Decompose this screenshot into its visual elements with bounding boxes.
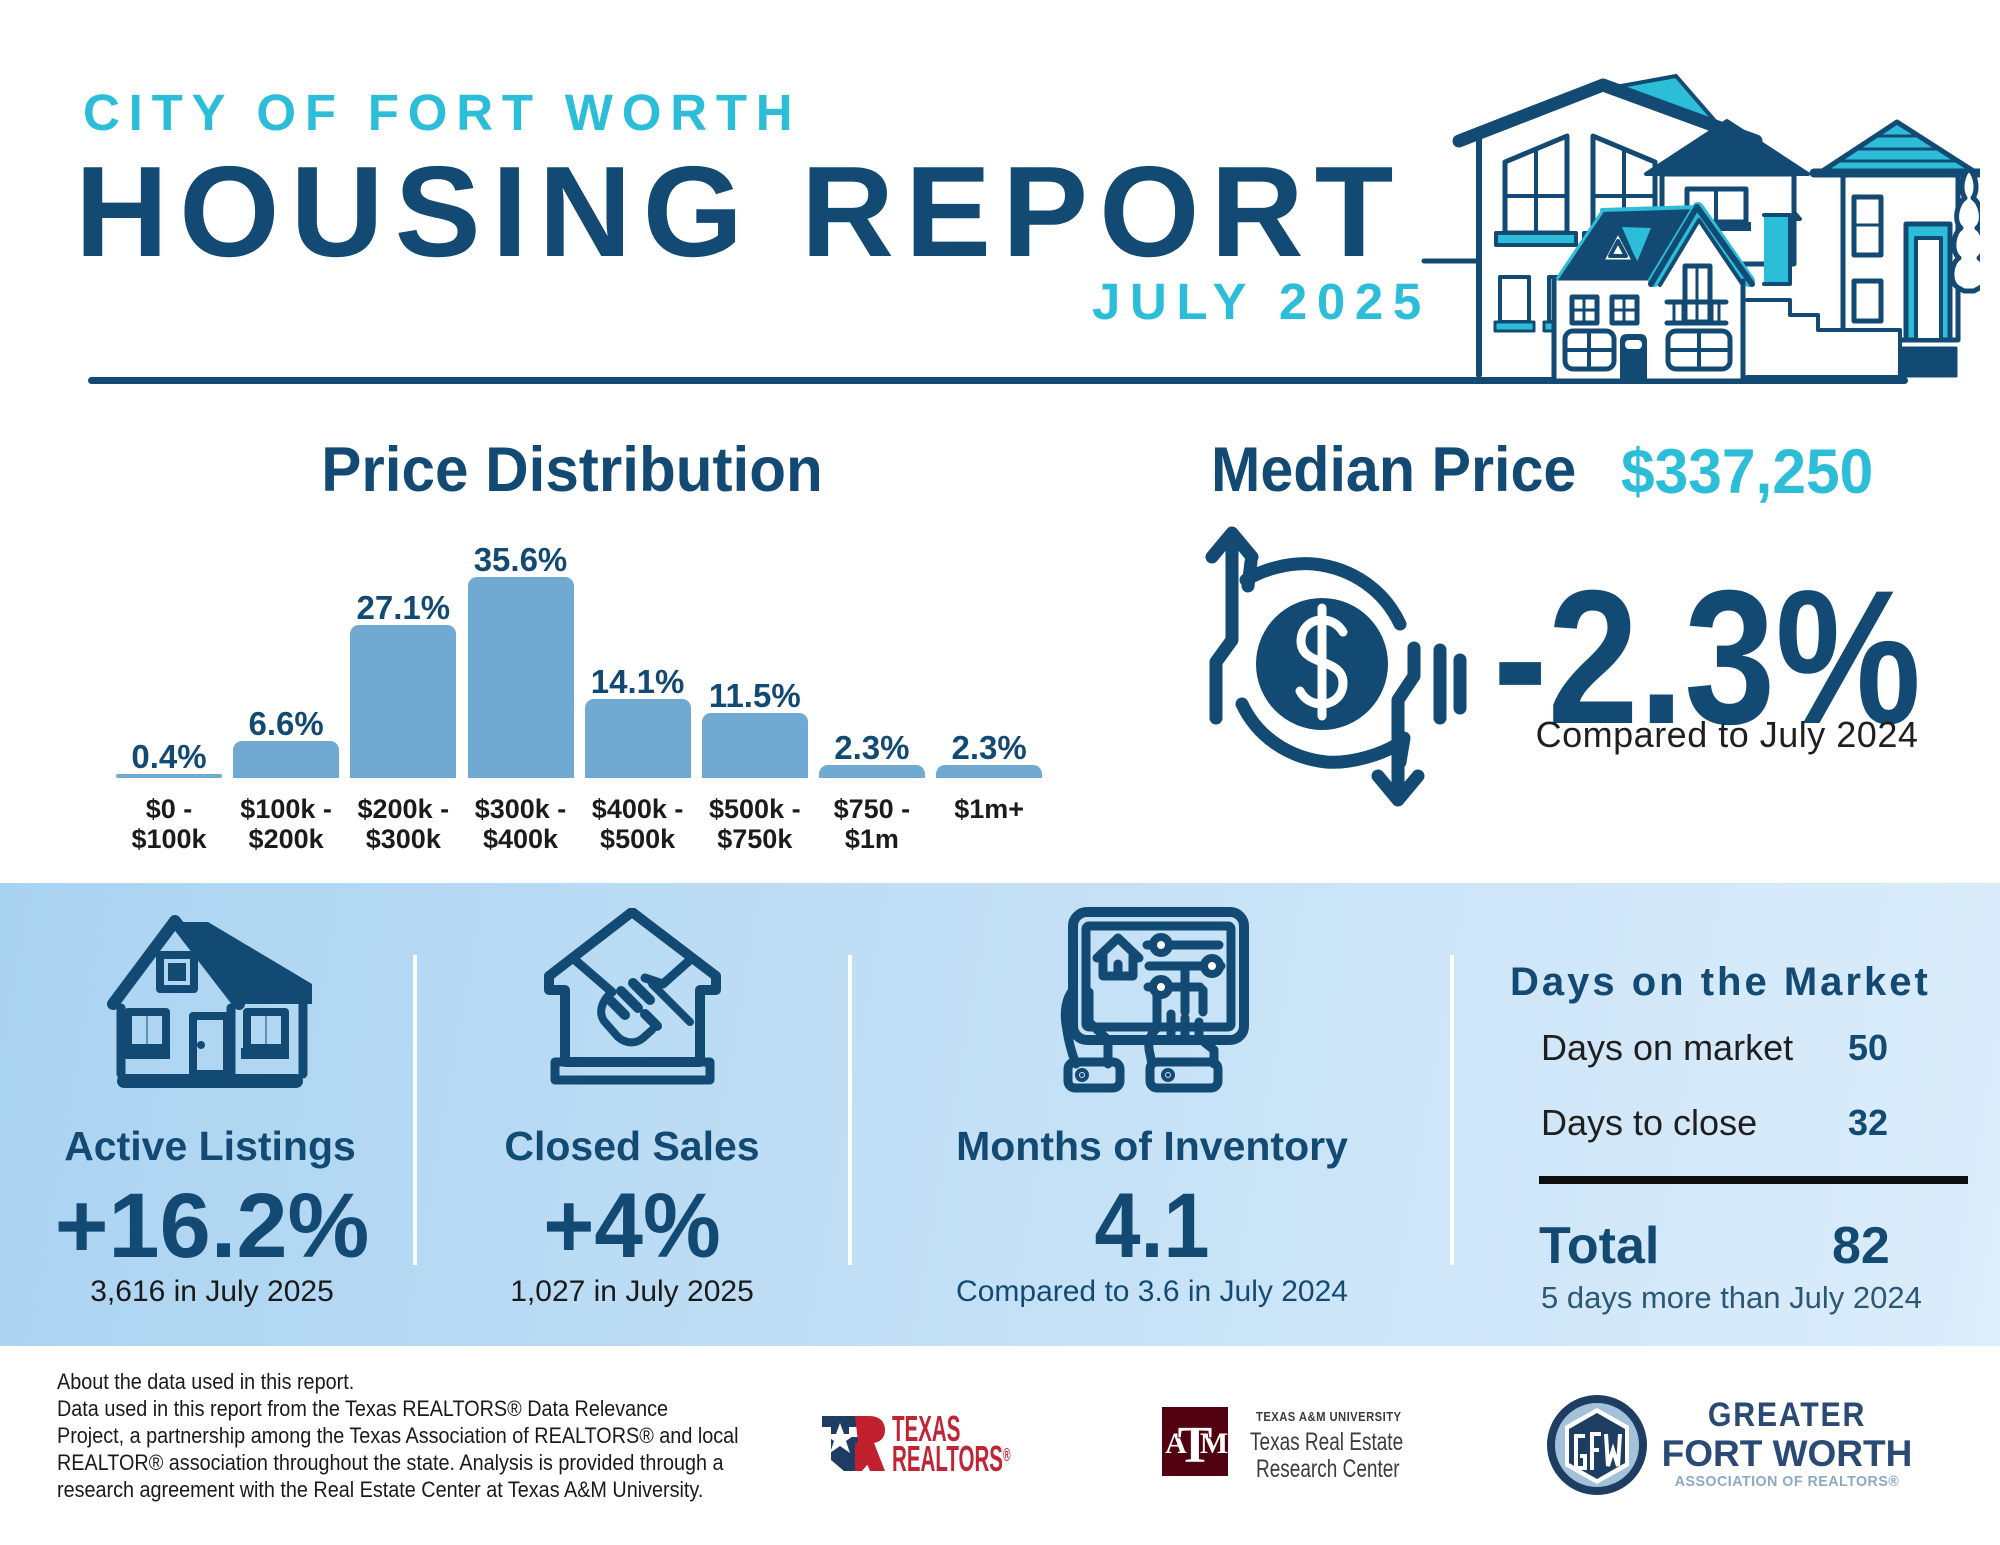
svg-text:M: M: [1200, 1427, 1228, 1460]
svg-text:T: T: [1178, 1417, 1213, 1474]
svg-text:A: A: [1165, 1427, 1187, 1460]
